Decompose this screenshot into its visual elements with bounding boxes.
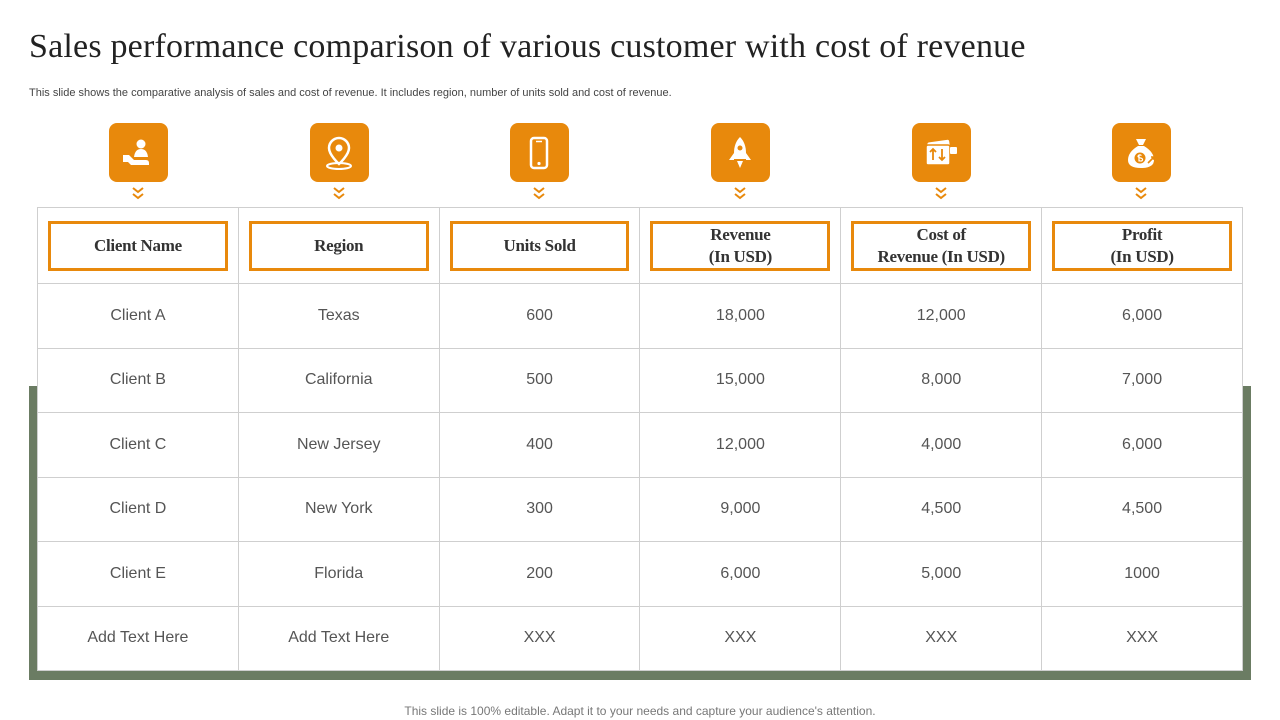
cell-client: Client D [37, 476, 239, 542]
rocket-icon [710, 123, 770, 182]
cell-region: Add Text Here [237, 605, 440, 671]
cell-units: 300 [438, 476, 641, 542]
cell-client: Add Text Here [37, 605, 239, 671]
slide-subtitle: This slide shows the comparative analysi… [29, 87, 672, 99]
icon-column-5 [911, 123, 971, 200]
cell-cost: XXX [840, 605, 1043, 671]
cell-cost: 12,000 [840, 283, 1043, 349]
location-pin-icon [309, 123, 369, 182]
cell-units: 200 [438, 541, 641, 607]
cell-region: New Jersey [237, 412, 440, 478]
header-client-name: Client Name [37, 207, 239, 284]
table-row: Client A Texas 600 18,000 12,000 6,000 [37, 283, 1243, 349]
cell-profit: 6,000 [1041, 412, 1243, 478]
cell-cost: 4,500 [840, 476, 1043, 542]
chevron-down-icon [333, 187, 345, 200]
cell-cost: 5,000 [840, 541, 1043, 607]
cell-client: Client B [37, 347, 239, 413]
cell-client: Client A [37, 283, 239, 349]
chevron-down-icon [533, 187, 545, 200]
money-bag-icon [1111, 123, 1171, 182]
cell-units: XXX [438, 605, 641, 671]
comparison-table: Client Name Region Units Sold Revenue (I… [37, 207, 1243, 671]
money-transfer-icon [911, 123, 971, 182]
hand-person-icon [108, 123, 168, 182]
cell-region: New York [237, 476, 440, 542]
table-row: Client E Florida 200 6,000 5,000 1000 [37, 541, 1243, 607]
cell-revenue: 9,000 [639, 476, 842, 542]
cell-region: California [237, 347, 440, 413]
table-row: Client B California 500 15,000 8,000 7,0… [37, 347, 1243, 413]
table-row: Add Text Here Add Text Here XXX XXX XXX … [37, 605, 1243, 671]
cell-client: Client C [37, 412, 239, 478]
cell-region: Florida [237, 541, 440, 607]
header-units-sold: Units Sold [438, 207, 641, 284]
cell-revenue: XXX [639, 605, 842, 671]
icon-column-6 [1111, 123, 1171, 200]
chevron-down-icon [132, 187, 144, 200]
table-row: Client D New York 300 9,000 4,500 4,500 [37, 476, 1243, 542]
icon-column-2 [309, 123, 369, 200]
chevron-down-icon [1135, 187, 1147, 200]
cell-revenue: 6,000 [639, 541, 842, 607]
header-profit: Profit (In USD) [1041, 207, 1243, 284]
cell-revenue: 15,000 [639, 347, 842, 413]
cell-units: 500 [438, 347, 641, 413]
slide-title: Sales performance comparison of various … [29, 28, 1026, 65]
icon-column-4 [710, 123, 770, 200]
cell-client: Client E [37, 541, 239, 607]
cell-units: 600 [438, 283, 641, 349]
cell-profit: 1000 [1041, 541, 1243, 607]
cell-region: Texas [237, 283, 440, 349]
table-header-row: Client Name Region Units Sold Revenue (I… [37, 207, 1243, 284]
cell-cost: 4,000 [840, 412, 1043, 478]
chevron-down-icon [734, 187, 746, 200]
cell-profit: 7,000 [1041, 347, 1243, 413]
cell-profit: 4,500 [1041, 476, 1243, 542]
header-region: Region [237, 207, 440, 284]
cell-revenue: 18,000 [639, 283, 842, 349]
slide-footer: This slide is 100% editable. Adapt it to… [404, 704, 876, 718]
table-row: Client C New Jersey 400 12,000 4,000 6,0… [37, 412, 1243, 478]
mobile-phone-icon [509, 123, 569, 182]
cell-revenue: 12,000 [639, 412, 842, 478]
header-cost-of-revenue: Cost of Revenue (In USD) [840, 207, 1043, 284]
cell-profit: 6,000 [1041, 283, 1243, 349]
icon-column-1 [108, 123, 168, 200]
cell-units: 400 [438, 412, 641, 478]
cell-cost: 8,000 [840, 347, 1043, 413]
icon-column-3 [509, 123, 569, 200]
chevron-down-icon [935, 187, 947, 200]
header-revenue: Revenue (In USD) [639, 207, 842, 284]
cell-profit: XXX [1041, 605, 1243, 671]
